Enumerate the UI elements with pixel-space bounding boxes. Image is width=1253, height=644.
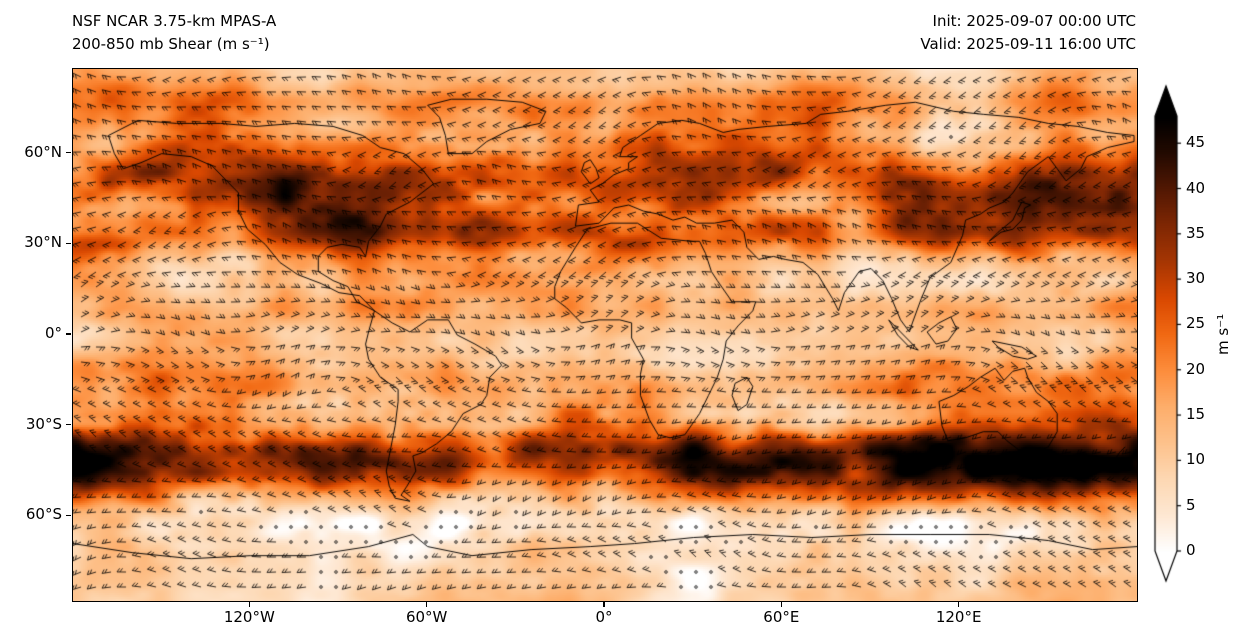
colorbar-tick-label: 45: [1186, 133, 1206, 152]
x-tick-mark: [958, 601, 960, 607]
x-tick-mark: [780, 601, 782, 607]
y-tick-label: 0°: [44, 324, 62, 342]
x-tick-label: 60°W: [405, 608, 448, 626]
colorbar: [1150, 68, 1220, 600]
colorbar-tick-label: 5: [1186, 495, 1196, 514]
y-tick-mark: [65, 152, 71, 154]
x-tick-mark: [426, 601, 428, 607]
x-tick-label: 120°W: [223, 608, 275, 626]
colorbar-tick-label: 30: [1186, 269, 1206, 288]
colorbar-tick-label: 35: [1186, 223, 1206, 242]
colorbar-tick-label: 25: [1186, 314, 1206, 333]
y-tick-mark: [65, 242, 71, 244]
colorbar-tick-label: 15: [1186, 405, 1206, 424]
title-line-1: NSF NCAR 3.75-km MPAS-A: [72, 12, 277, 30]
y-tick-label: 60°S: [25, 505, 62, 524]
x-tick-mark: [603, 601, 605, 607]
y-tick-label: 60°N: [24, 142, 62, 161]
run-times: Init: 2025-09-07 00:00 UTC Valid: 2025-0…: [920, 10, 1136, 56]
y-tick-mark: [65, 514, 71, 516]
valid-time: Valid: 2025-09-11 16:00 UTC: [920, 35, 1136, 53]
colorbar-tick-label: 10: [1186, 450, 1206, 469]
x-tick-label: 60°E: [763, 608, 800, 626]
y-tick-label: 30°N: [24, 233, 62, 252]
y-tick-mark: [65, 424, 71, 426]
x-tick-label: 120°E: [935, 608, 982, 626]
plot-title: NSF NCAR 3.75-km MPAS-A 200-850 mb Shear…: [72, 10, 276, 56]
colorbar-unit-label: m s⁻¹: [1214, 313, 1232, 355]
init-time: Init: 2025-09-07 00:00 UTC: [932, 12, 1136, 30]
colorbar-tick-label: 0: [1186, 541, 1196, 559]
shear-map-canvas: [72, 68, 1138, 602]
x-tick-mark: [248, 601, 250, 607]
y-tick-label: 30°S: [25, 414, 62, 433]
title-line-2: 200-850 mb Shear (m s⁻¹): [72, 35, 270, 53]
x-tick-label: 0°: [595, 608, 613, 626]
colorbar-tick-label: 40: [1186, 178, 1206, 197]
y-tick-mark: [65, 333, 71, 335]
colorbar-tick-label: 20: [1186, 359, 1206, 378]
